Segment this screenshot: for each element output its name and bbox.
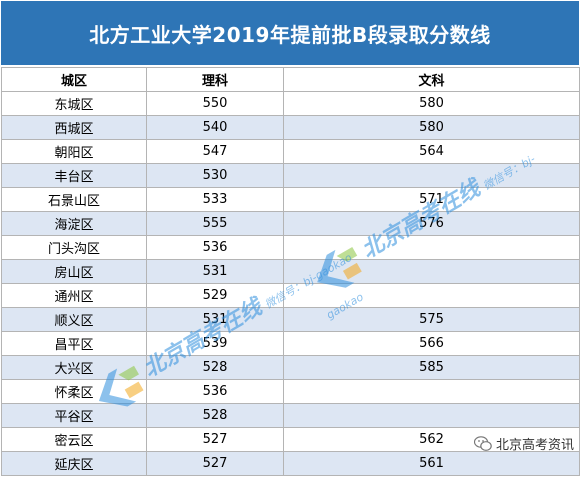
arts-score-cell: 564 [283,139,580,164]
arts-score-cell: 576 [283,211,580,236]
table-row: 东城区 550 580 [1,91,580,116]
science-score-cell: 540 [146,115,284,140]
science-score-cell: 527 [146,427,284,452]
source-label: 北京高考资讯 [473,434,574,453]
arts-score-cell: 575 [283,307,580,332]
table-row: 平谷区 528 [1,403,580,428]
table-row: 通州区 529 [1,283,580,308]
science-score-cell: 550 [146,91,284,116]
table-row: 顺义区 531 575 [1,307,580,332]
district-cell: 西城区 [1,115,147,140]
district-cell: 房山区 [1,259,147,284]
science-score-cell: 555 [146,211,284,236]
science-score-cell: 531 [146,307,284,332]
science-score-cell: 533 [146,187,284,212]
district-cell: 怀柔区 [1,379,147,404]
science-score-cell: 527 [146,451,284,476]
science-score-cell: 529 [146,283,284,308]
district-cell: 东城区 [1,91,147,116]
table-row: 西城区 540 580 [1,115,580,140]
score-table: 城区 理科 文科 东城区 550 580 西城区 540 580 朝阳区 547… [1,67,580,476]
page-title: 北方工业大学2019年提前批B段录取分数线 [1,1,579,65]
arts-score-cell: 561 [283,451,580,476]
table-row: 海淀区 555 576 [1,211,580,236]
table-row: 石景山区 533 571 [1,187,580,212]
column-header-science: 理科 [146,67,284,92]
table-row: 昌平区 539 566 [1,331,580,356]
district-cell: 通州区 [1,283,147,308]
column-header-arts: 文科 [283,67,580,92]
district-cell: 门头沟区 [1,235,147,260]
science-score-cell: 528 [146,355,284,380]
table-row: 丰台区 530 [1,163,580,188]
district-cell: 平谷区 [1,403,147,428]
arts-score-cell: 566 [283,331,580,356]
district-cell: 顺义区 [1,307,147,332]
arts-score-cell [283,379,580,404]
science-score-cell: 530 [146,163,284,188]
arts-score-cell: 580 [283,91,580,116]
district-cell: 昌平区 [1,331,147,356]
district-cell: 大兴区 [1,355,147,380]
arts-score-cell: 580 [283,115,580,140]
district-cell: 海淀区 [1,211,147,236]
table-row: 房山区 531 [1,259,580,284]
science-score-cell: 536 [146,235,284,260]
district-cell: 朝阳区 [1,139,147,164]
column-header-district: 城区 [1,67,147,92]
wechat-icon [473,435,492,451]
district-cell: 石景山区 [1,187,147,212]
district-cell: 丰台区 [1,163,147,188]
table-row: 朝阳区 547 564 [1,139,580,164]
table-row: 大兴区 528 585 [1,355,580,380]
science-score-cell: 536 [146,379,284,404]
arts-score-cell [283,259,580,284]
table-row: 门头沟区 536 [1,235,580,260]
district-cell: 延庆区 [1,451,147,476]
table-row: 怀柔区 536 [1,379,580,404]
science-score-cell: 528 [146,403,284,428]
science-score-cell: 539 [146,331,284,356]
arts-score-cell: 571 [283,187,580,212]
table-row: 延庆区 527 561 [1,451,580,476]
source-label-text: 北京高考资讯 [495,438,574,453]
science-score-cell: 531 [146,259,284,284]
district-cell: 密云区 [1,427,147,452]
arts-score-cell [283,235,580,260]
science-score-cell: 547 [146,139,284,164]
table-header-row: 城区 理科 文科 [1,67,580,92]
arts-score-cell [283,163,580,188]
arts-score-cell [283,283,580,308]
arts-score-cell: 585 [283,355,580,380]
arts-score-cell [283,403,580,428]
